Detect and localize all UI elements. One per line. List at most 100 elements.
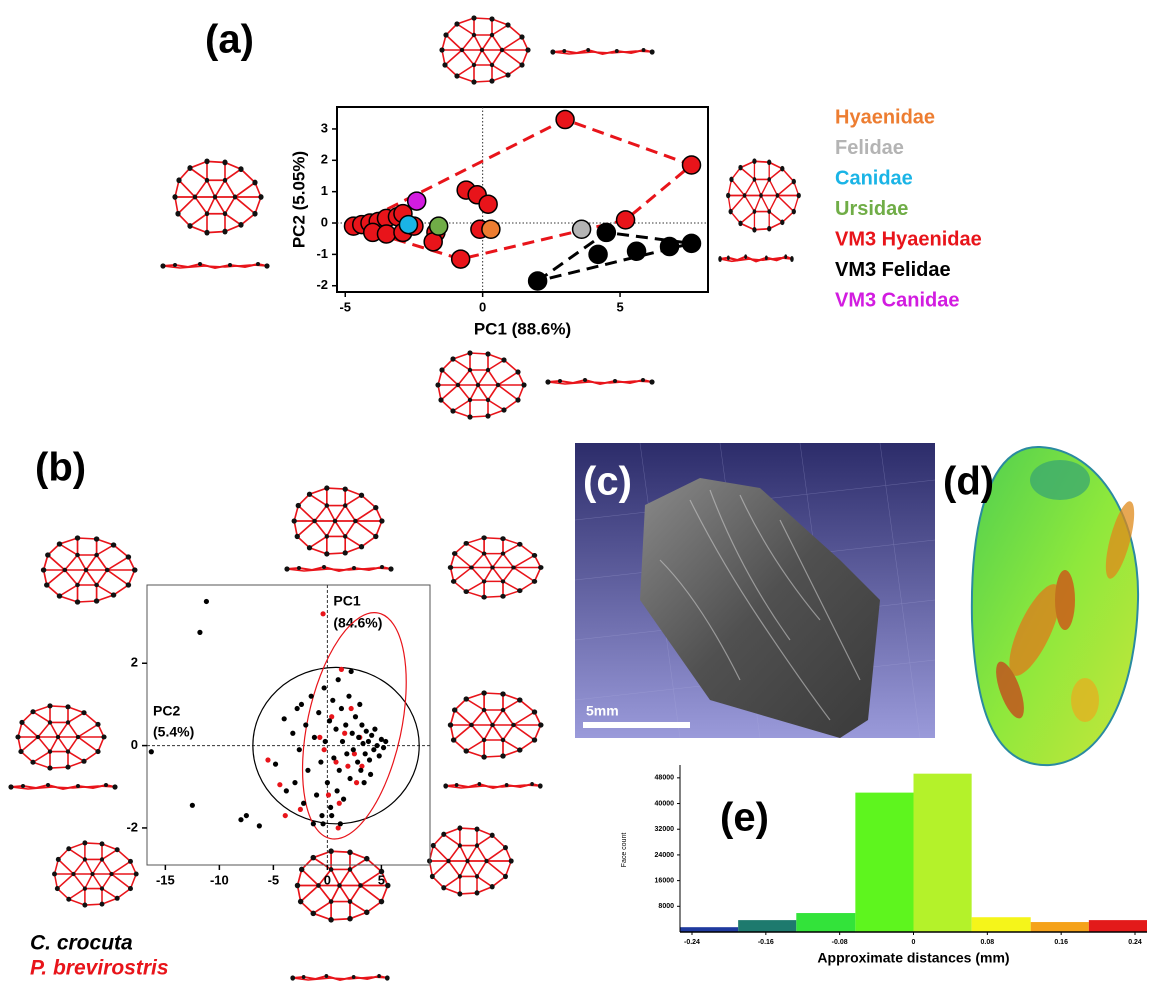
y-tick-label: 24000 bbox=[655, 852, 675, 859]
point bbox=[204, 599, 209, 604]
point bbox=[327, 718, 332, 723]
y-tick-label: 3 bbox=[321, 120, 328, 135]
point bbox=[292, 780, 297, 785]
scale-bar-label: 5mm bbox=[586, 703, 619, 719]
point bbox=[277, 782, 282, 787]
x-tick-label: 0 bbox=[912, 939, 916, 946]
point bbox=[362, 780, 367, 785]
point bbox=[290, 731, 295, 736]
y-tick-label: 0 bbox=[131, 737, 138, 752]
point bbox=[320, 821, 325, 826]
y-tick-label: 1 bbox=[321, 183, 328, 198]
point bbox=[343, 722, 348, 727]
point bbox=[320, 611, 325, 616]
legend-entry: C. crocuta bbox=[30, 932, 133, 955]
bar bbox=[914, 774, 972, 932]
point bbox=[197, 630, 202, 635]
point bbox=[244, 813, 249, 818]
point bbox=[597, 223, 615, 241]
bar bbox=[855, 793, 913, 932]
legend-entry: Canidae bbox=[835, 167, 913, 189]
point bbox=[556, 111, 574, 129]
panel-d: (d) bbox=[943, 447, 1140, 765]
y-axis-label: (5.4%) bbox=[153, 724, 194, 740]
panel-label: (b) bbox=[35, 446, 86, 490]
x-axis-label: PC1 (88.6%) bbox=[474, 319, 571, 338]
point bbox=[301, 801, 306, 806]
y-axis-label: PC2 bbox=[153, 703, 180, 719]
x-tick-label: 0 bbox=[479, 299, 486, 314]
point bbox=[617, 211, 635, 229]
legend-entry: P. brevirostris bbox=[30, 957, 169, 980]
panel-label: (c) bbox=[583, 460, 632, 504]
point bbox=[297, 747, 302, 752]
legend-entry: Ursidae bbox=[835, 198, 908, 220]
y-tick-label: 16000 bbox=[655, 877, 675, 884]
point bbox=[317, 735, 322, 740]
legend-entry: VM3 Hyaenidae bbox=[835, 228, 982, 250]
point bbox=[683, 156, 701, 174]
y-tick-label: 2 bbox=[321, 152, 328, 167]
point bbox=[366, 739, 371, 744]
point bbox=[383, 739, 388, 744]
legend-entry: Hyaenidae bbox=[835, 106, 935, 128]
point bbox=[349, 669, 354, 674]
y-tick-label: 32000 bbox=[655, 826, 675, 833]
point bbox=[257, 823, 262, 828]
y-tick-label: -2 bbox=[126, 819, 138, 834]
point bbox=[351, 747, 356, 752]
point bbox=[337, 768, 342, 773]
point bbox=[377, 225, 395, 243]
point bbox=[149, 749, 154, 754]
point bbox=[344, 751, 349, 756]
point bbox=[368, 772, 373, 777]
point bbox=[349, 706, 354, 711]
legend-entry: Felidae bbox=[835, 137, 904, 159]
x-tick-label: -0.24 bbox=[684, 939, 700, 946]
point bbox=[339, 667, 344, 672]
point bbox=[341, 797, 346, 802]
point bbox=[283, 813, 288, 818]
x-tick-label: -10 bbox=[210, 872, 229, 887]
figure: (c) 5mm (d) (a)-505-2-10123PC1 (88.6%)PC… bbox=[0, 0, 1176, 987]
point bbox=[295, 706, 300, 711]
x-tick-label: -5 bbox=[268, 872, 280, 887]
point bbox=[265, 757, 270, 762]
point bbox=[319, 813, 324, 818]
x-tick-label: -0.08 bbox=[832, 939, 848, 946]
point bbox=[338, 821, 343, 826]
point bbox=[364, 729, 369, 734]
point bbox=[377, 753, 382, 758]
bar bbox=[972, 917, 1031, 932]
point bbox=[299, 702, 304, 707]
point bbox=[318, 759, 323, 764]
point bbox=[369, 733, 374, 738]
point bbox=[316, 710, 321, 715]
point bbox=[363, 751, 368, 756]
point bbox=[305, 768, 310, 773]
panel-label: (d) bbox=[943, 460, 994, 504]
x-axis-label: PC1 bbox=[333, 593, 360, 609]
x-axis-label: Approximate distances (mm) bbox=[817, 950, 1009, 966]
point bbox=[323, 739, 328, 744]
point bbox=[661, 238, 679, 256]
point bbox=[482, 220, 500, 238]
bar bbox=[1031, 922, 1089, 932]
bar bbox=[796, 913, 855, 932]
point bbox=[284, 788, 289, 793]
point bbox=[372, 727, 377, 732]
y-axis-label: PC2 (5.05%) bbox=[289, 151, 308, 248]
y-tick-label: -2 bbox=[316, 277, 328, 292]
y-tick-label: 40000 bbox=[655, 800, 675, 807]
point bbox=[335, 788, 340, 793]
point bbox=[589, 245, 607, 263]
point bbox=[359, 722, 364, 727]
point bbox=[358, 768, 363, 773]
point bbox=[353, 714, 358, 719]
panel-label: (a) bbox=[205, 18, 254, 62]
point bbox=[452, 250, 470, 268]
point bbox=[357, 702, 362, 707]
y-tick-label: 8000 bbox=[658, 903, 674, 910]
point bbox=[573, 220, 591, 238]
point bbox=[381, 745, 386, 750]
